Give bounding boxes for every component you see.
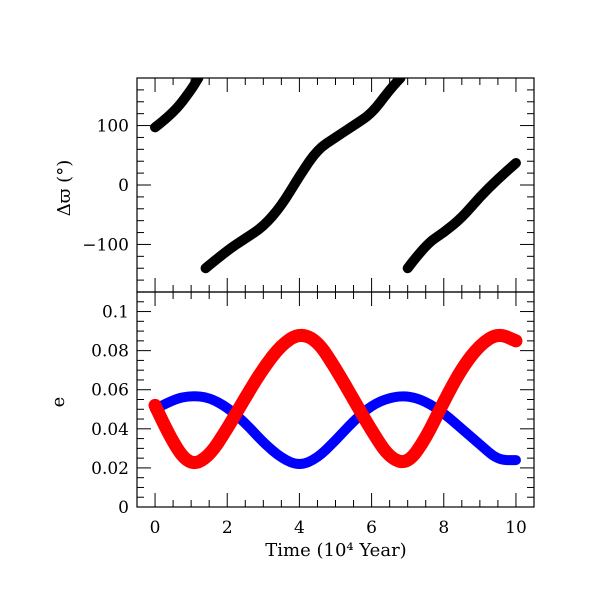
bottom-y-axis-label: e bbox=[48, 397, 69, 408]
top-panel: −100 0 100 bbox=[82, 77, 535, 293]
top-y-tick-label: −100 bbox=[82, 235, 129, 255]
x-tick-label: 2 bbox=[222, 518, 233, 538]
bottom-y-tick-label: 0 bbox=[118, 498, 129, 518]
bottom-y-tick-label: 0.06 bbox=[91, 381, 129, 401]
bottom-y-tick-label: 0.1 bbox=[102, 303, 129, 323]
x-tick-label: 8 bbox=[438, 518, 449, 538]
bottom-series-1-segment-0 bbox=[148, 328, 523, 470]
x-axis-label: Time (10⁴ Year) bbox=[265, 540, 406, 561]
top-series-0-segment-2 bbox=[402, 158, 521, 274]
top-plot-frame bbox=[136, 77, 535, 293]
top-y-tick-label: 100 bbox=[97, 117, 129, 137]
top-y-axis-label: Δϖ (°) bbox=[54, 160, 75, 216]
x-tick-label: 4 bbox=[294, 518, 305, 538]
bottom-series-0-segment-0 bbox=[150, 391, 521, 469]
x-tick-label: 0 bbox=[150, 518, 161, 538]
bottom-y-tick-label: 0.04 bbox=[91, 420, 129, 440]
bottom-y-tick-label: 0.02 bbox=[91, 459, 129, 479]
bottom-y-tick-label: 0.08 bbox=[91, 342, 129, 362]
x-tick-label: 10 bbox=[505, 518, 527, 538]
top-y-tick-label: 0 bbox=[118, 176, 129, 196]
bottom-panel: 0 0.02 0.04 0.06 0.08 0.1 0 2 4 6 8 10 bbox=[91, 291, 535, 538]
top-series-0-segment-0 bbox=[150, 78, 204, 133]
top-series-0-segment-1 bbox=[200, 78, 406, 274]
x-tick-label: 6 bbox=[366, 518, 377, 538]
